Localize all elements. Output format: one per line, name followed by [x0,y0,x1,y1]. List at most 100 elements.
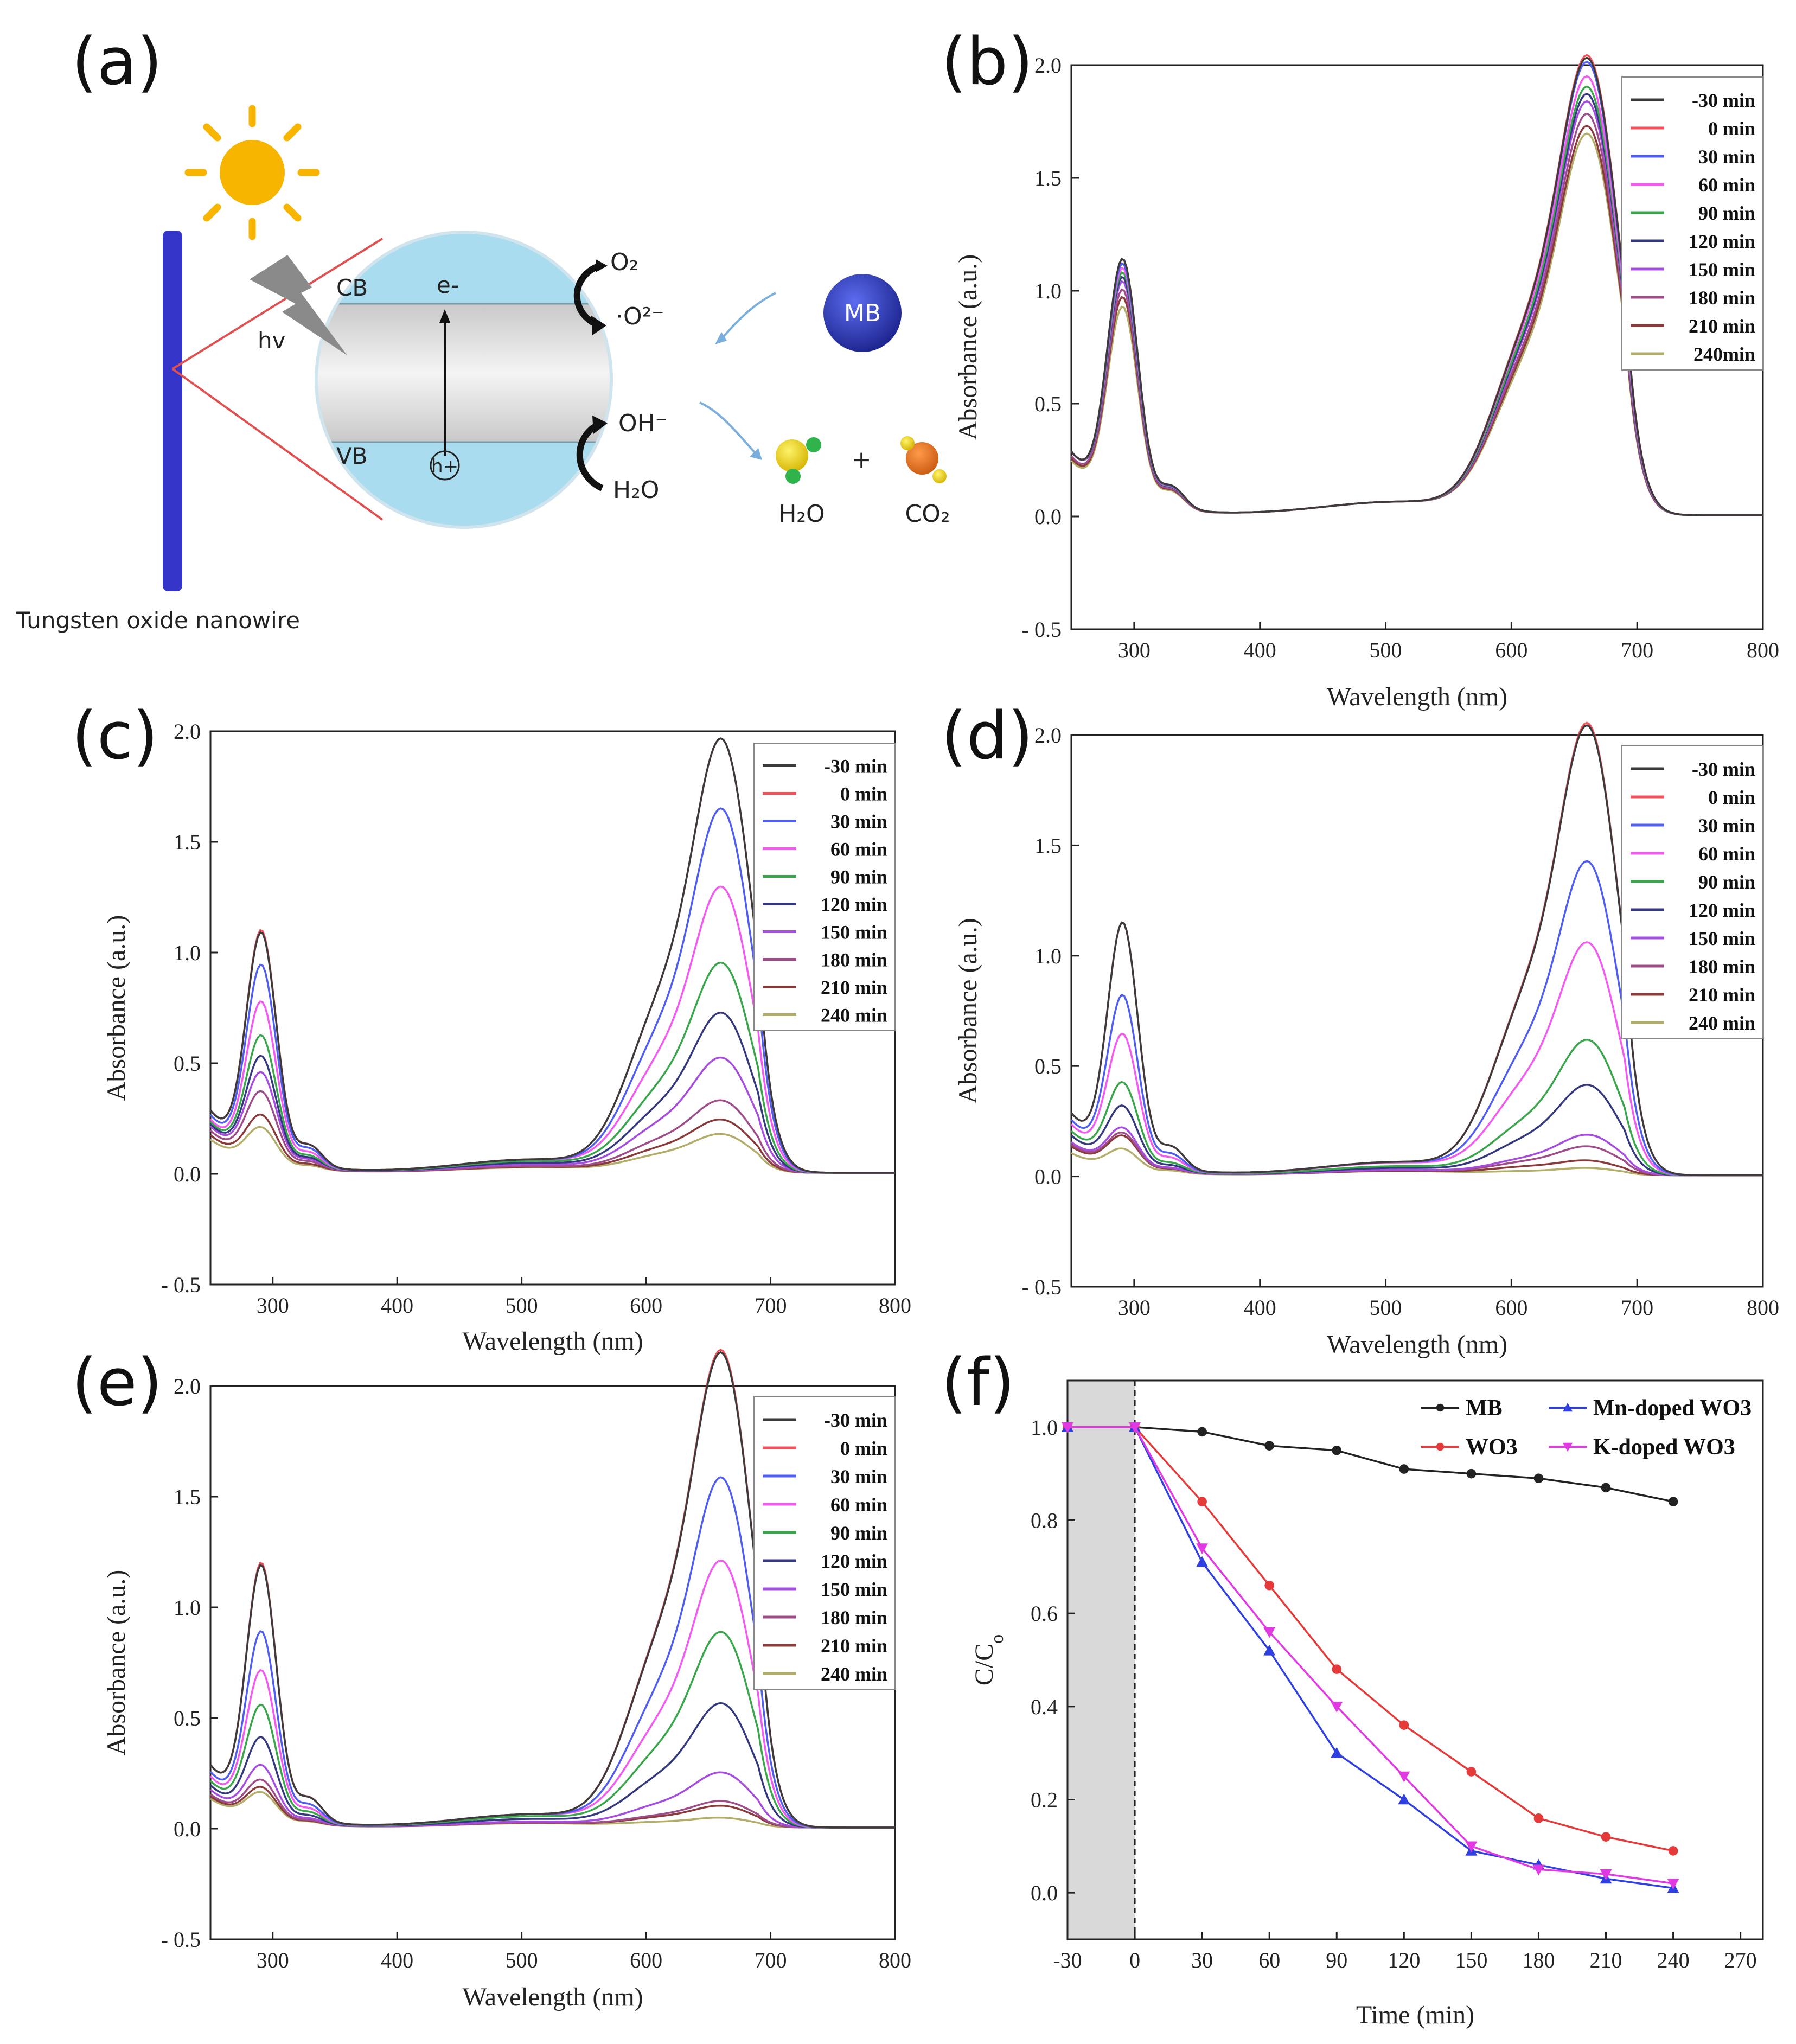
x-tick-label: 600 [630,1948,662,1972]
data-point [1263,1644,1276,1656]
y-tick-label: 0.4 [1031,1695,1058,1719]
legend-label: 120 min [1689,231,1755,252]
legend-label: 210 min [1689,984,1755,1006]
y-tick-label: - 0.5 [161,1927,201,1952]
x-tick-label: 300 [257,1293,289,1318]
series-line-180-min [209,1090,895,1174]
data-point [1668,1846,1678,1856]
legend-box [753,743,896,1031]
co2-product-label: CO₂ [905,500,950,528]
legend-box [1621,76,1763,371]
data-point [1600,1869,1612,1880]
x-tick-label: 400 [381,1293,413,1318]
legend-label: K-doped WO3 [1593,1435,1735,1460]
x-tick-label: 90 [1326,1948,1347,1972]
y-tick-label: 2.0 [174,1374,201,1398]
series-line--30-min [209,1351,895,1829]
legend-label: -30 min [824,756,887,777]
x-tick-label: 700 [1621,638,1653,662]
water-in-label: H₂O [613,476,659,504]
legend-label: 240 min [821,1005,887,1026]
legend-label: 90 min [830,1522,887,1544]
x-tick-label: 180 [1522,1948,1555,1972]
x-tick-label: 600 [1495,638,1527,662]
panel-label-a: (a) [72,24,162,100]
data-point [1196,1543,1209,1554]
data-point [1197,1497,1207,1506]
y-tick-label: - 0.5 [161,1273,201,1297]
x-tick-label: 400 [1244,1295,1276,1320]
x-axis-label: Wavelength (nm) [462,1327,643,1356]
x-tick-label: 700 [755,1948,787,1972]
x-axis-label: Wavelength (nm) [462,1983,643,2011]
x-axis-label: Wavelength (nm) [1327,1330,1507,1359]
y-tick-label: 0.0 [1034,504,1062,529]
y-axis-label: Absorbance (a.u.) [954,254,982,440]
y-tick-label: 1.5 [1034,833,1062,858]
data-point [1601,1483,1611,1493]
panel-label-e: (e) [72,1345,162,1421]
panel-label-c: (c) [72,699,158,774]
x-tick-label: 800 [879,1948,911,1972]
series-line-Mn-doped-WO3 [1068,1426,1673,1889]
hydroxide-label: OH⁻ [618,410,668,437]
legend-label: -30 min [1692,758,1755,780]
data-point [1601,1832,1611,1842]
y-tick-label: 1.0 [174,941,201,965]
data-point [1436,1403,1445,1412]
data-point [1563,1442,1573,1452]
water-product-label: H₂O [778,500,825,528]
series-line-90-min [209,961,895,1174]
data-point [1465,1841,1478,1853]
x-tick-label: 500 [506,1293,538,1318]
legend-label: 180 min [1689,287,1755,309]
y-tick-label: 0.5 [1034,392,1062,416]
series-line-90-min [209,1631,895,1829]
legend-label: MB [1466,1396,1503,1421]
y-tick-label: 0.0 [174,1817,201,1841]
data-point [1263,1627,1276,1638]
y-tick-label: 1.0 [1034,279,1062,303]
x-tick-label: 500 [506,1948,538,1972]
legend-label: 240 min [1689,1012,1755,1034]
water-molecule-icon [776,437,821,484]
legend-label: 240 min [821,1663,887,1685]
legend-label: 0 min [1708,787,1755,808]
chart-c-spectra: 300 400 500 600 700 800 - 0.5 0.0 0.5 1.0 1.5 2.0 Wa… [102,719,911,1356]
x-tick-label: 800 [879,1293,911,1318]
x-tick-label: 600 [630,1293,662,1318]
series-line-120-min [1070,1084,1763,1177]
series-line-MB [1068,1426,1673,1503]
y-tick-label: 0.6 [1031,1601,1058,1626]
y-tick-label: 1.0 [1034,944,1062,968]
x-tick-label: 700 [755,1293,787,1318]
data-point [1398,1771,1410,1783]
x-tick-label: 400 [381,1948,413,1972]
legend-label: 30 min [1698,815,1755,836]
x-axis-label: Time (min) [1356,2001,1474,2029]
chart-d-spectra: 300 400 500 600 700 800 - 0.5 0.0 0.5 1.0 1.5 2.0 Wa… [954,721,1779,1359]
y-tick-label: 1.5 [1034,166,1062,190]
y-tick-label: 2.0 [174,719,201,744]
x-tick-label: 400 [1244,638,1276,662]
x-tick-label: 270 [1724,1948,1757,1972]
x-tick-label: 0 [1129,1948,1140,1972]
data-point [1668,1497,1678,1506]
legend-label: 60 min [830,1494,887,1516]
co2-molecule-icon [900,436,947,483]
series-line-150-min [1070,1126,1763,1177]
data-point [1399,1720,1409,1730]
data-point [1533,1813,1544,1823]
chart-f-kinetics: -30 0 30 60 90 120 150 180 210 240 270 0.0 0.2 0.4 0.6… [970,1379,1764,2029]
data-point [1398,1793,1410,1805]
electron-label: e- [437,272,459,298]
series-line--30-min [1070,724,1763,1177]
data-point [1264,1441,1274,1451]
series-line--30-min [209,737,895,1174]
plus-sign: + [852,446,872,474]
y-tick-label: 0.0 [174,1162,201,1186]
vb-label: VB [336,443,368,469]
legend-label: 120 min [821,894,887,916]
x-tick-label: 300 [257,1948,289,1972]
data-point [1196,1556,1209,1567]
